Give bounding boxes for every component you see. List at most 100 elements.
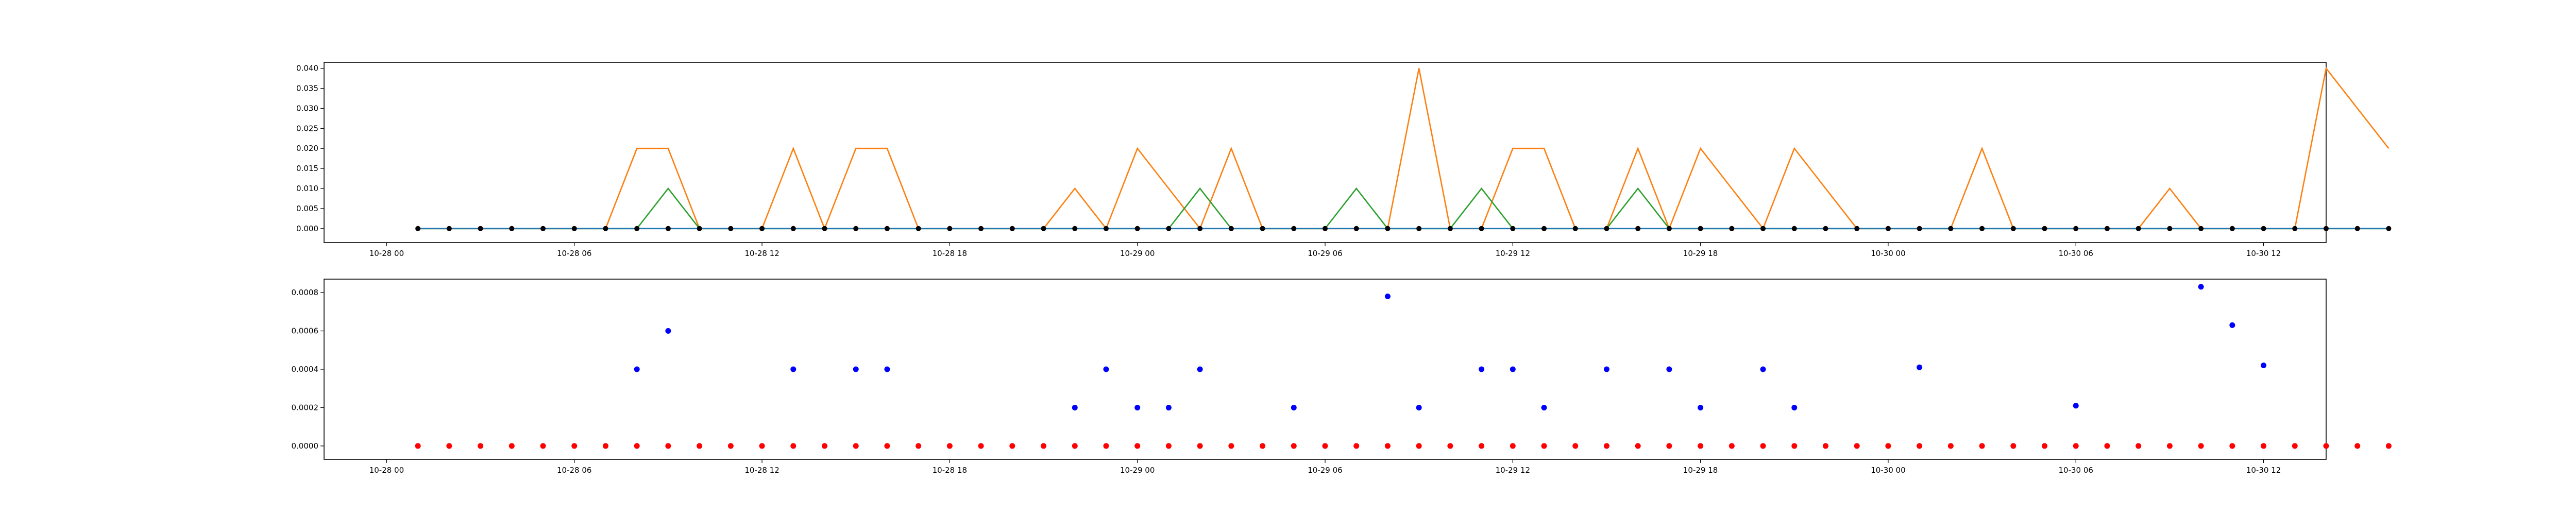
x-tick-label: 10-28 06: [557, 466, 591, 475]
series-marker-point: [1666, 226, 1672, 231]
series-marker-point: [1103, 226, 1109, 231]
y-tick-label: 0.040: [296, 64, 318, 73]
scatter-point: [1228, 443, 1234, 449]
scatter-point: [1791, 404, 1798, 410]
scatter-point: [1384, 443, 1391, 449]
series-marker-point: [1260, 226, 1265, 231]
series-marker-point: [1353, 226, 1359, 231]
scatter-point: [1479, 366, 1485, 372]
series-marker-point: [947, 226, 953, 231]
scatter-point: [540, 443, 546, 449]
scatter-point: [1041, 443, 1047, 449]
series-marker-point: [478, 226, 483, 231]
scatter-point: [1698, 443, 1704, 449]
series-marker-point: [634, 226, 640, 231]
scatter-point: [1197, 366, 1203, 372]
scatter-point: [571, 443, 578, 449]
scatter-point: [1728, 443, 1735, 449]
y-tick-label: 0.0000: [292, 441, 319, 451]
series-marker-point: [1416, 226, 1422, 231]
series-marker-point: [1885, 226, 1891, 231]
x-tick-label: 10-28 00: [369, 466, 404, 475]
scatter-point: [1165, 404, 1172, 410]
x-tick-label: 10-30 00: [1871, 466, 1905, 475]
scatter-point: [853, 443, 859, 449]
series-marker-point: [2010, 226, 2016, 231]
series-marker-point: [1791, 226, 1797, 231]
x-tick-label: 10-29 00: [1120, 249, 1155, 258]
series-marker-point: [759, 226, 765, 231]
x-tick-label: 10-29 18: [1683, 249, 1718, 258]
y-tick-label: 0.0008: [292, 288, 319, 297]
scatter-point: [602, 443, 608, 449]
y-tick-label: 0.025: [296, 124, 318, 133]
scatter-point: [2104, 443, 2110, 449]
series-marker-point: [728, 226, 734, 231]
x-tick-label: 10-28 00: [369, 249, 404, 258]
series-marker-point: [2292, 226, 2298, 231]
scatter-point: [978, 443, 984, 449]
series-marker-point: [1291, 226, 1297, 231]
scatter-point: [1885, 443, 1891, 449]
scatter-point: [2198, 443, 2204, 449]
series-marker-point: [790, 226, 796, 231]
scatter-point: [1760, 443, 1766, 449]
scatter-point: [2323, 443, 2329, 449]
y-tick-label: 0.005: [296, 204, 318, 213]
scatter-point: [1134, 404, 1141, 410]
x-tick-label: 10-28 18: [933, 466, 967, 475]
y-tick-label: 0.0002: [292, 403, 319, 412]
scatter-point: [2136, 443, 2142, 449]
scatter-point: [2010, 443, 2016, 449]
scatter-point: [759, 443, 765, 449]
scatter-point: [1541, 443, 1547, 449]
scatter-point: [1322, 443, 1328, 449]
series-marker-point: [1854, 226, 1860, 231]
scatter-point: [1603, 366, 1609, 372]
scatter-point: [415, 443, 421, 449]
scatter-point: [1291, 404, 1297, 410]
scatter-point: [2073, 443, 2079, 449]
scatter-point: [1134, 443, 1141, 449]
scatter-point: [1791, 443, 1798, 449]
scatter-point: [1103, 443, 1109, 449]
scatter-point: [2292, 443, 2298, 449]
series-marker-point: [853, 226, 859, 231]
series-marker-point: [1979, 226, 1985, 231]
scatter-point: [727, 443, 734, 449]
scatter-point: [2166, 443, 2173, 449]
x-tick-label: 10-28 12: [744, 249, 779, 258]
series-marker-point: [2229, 226, 2235, 231]
scatter-point: [790, 366, 796, 372]
scatter-point: [1103, 366, 1109, 372]
series-marker-point: [1072, 226, 1078, 231]
scatter-point: [1291, 443, 1297, 449]
y-tick-label: 0.030: [296, 104, 318, 113]
series-marker-point: [1041, 226, 1046, 231]
scatter-point: [2354, 443, 2361, 449]
series-marker-point: [1948, 226, 1954, 231]
scatter-point: [1572, 443, 1579, 449]
scatter-point: [1009, 443, 1015, 449]
series-marker-point: [1134, 226, 1140, 231]
x-tick-label: 10-29 18: [1683, 466, 1718, 475]
scatter-point: [1698, 404, 1704, 410]
scatter-point: [1635, 443, 1641, 449]
y-tick-label: 0.010: [296, 184, 318, 193]
x-tick-label: 10-28 06: [557, 249, 591, 258]
series-marker-point: [1760, 226, 1766, 231]
scatter-point: [634, 443, 640, 449]
scatter-point: [1479, 443, 1485, 449]
scatter-point: [1947, 443, 1954, 449]
scatter-point: [2385, 443, 2392, 449]
scatter-point: [884, 366, 890, 372]
scatter-point: [1353, 443, 1360, 449]
scatter-point: [665, 443, 671, 449]
scatter-point: [2229, 322, 2235, 328]
scatter-point: [822, 443, 827, 449]
series-marker-point: [884, 226, 890, 231]
y-tick-label: 0.0004: [292, 365, 319, 374]
scatter-point: [1760, 366, 1766, 372]
